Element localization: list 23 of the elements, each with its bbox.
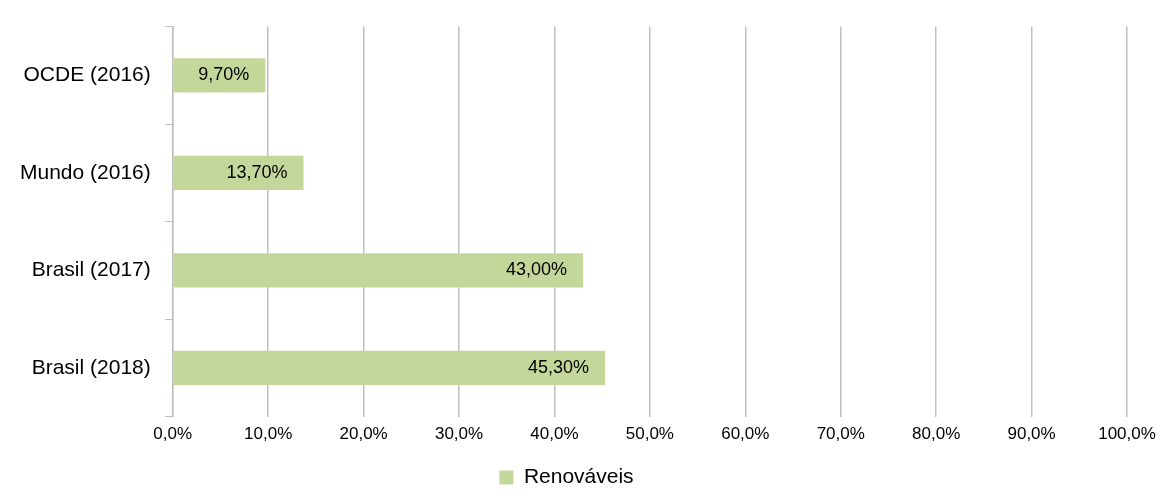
x-tick-label: 60,0% xyxy=(721,424,770,444)
y-tick-label: Brasil (2018) xyxy=(31,354,151,378)
x-tick-label: 70,0% xyxy=(816,424,865,444)
x-tick-label: 100,0% xyxy=(1098,424,1156,444)
data-label: 9,70% xyxy=(198,64,250,85)
x-tick-label: 0,0% xyxy=(153,424,193,444)
data-label: 43,00% xyxy=(506,259,568,280)
x-tick-label: 40,0% xyxy=(530,424,579,444)
x-tick-label: 80,0% xyxy=(912,424,961,444)
y-tick-label: Mundo (2016) xyxy=(20,159,151,183)
data-label: 45,30% xyxy=(527,356,590,377)
x-tick-label: 10,0% xyxy=(244,424,293,444)
y-tick-label: OCDE (2016) xyxy=(23,62,151,86)
x-tick-label: 20,0% xyxy=(339,424,388,444)
x-tick-label: 30,0% xyxy=(434,424,484,444)
bar xyxy=(173,253,584,288)
x-tick-label: 50,0% xyxy=(625,424,674,444)
bar xyxy=(173,350,606,385)
y-tick-label: Brasil (2017) xyxy=(31,257,151,281)
data-label: 13,70% xyxy=(226,161,288,182)
legend-label: Renováveis xyxy=(523,464,634,488)
x-tick-label: 90,0% xyxy=(1007,424,1056,444)
bar xyxy=(173,155,304,190)
